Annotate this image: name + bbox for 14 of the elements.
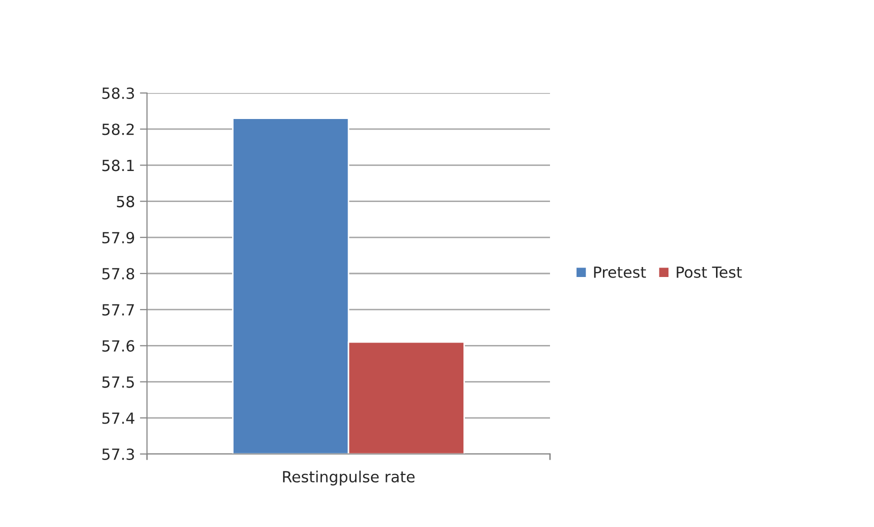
y-tick-label: 58.1	[102, 160, 134, 172]
y-tick-label: 57.5	[102, 376, 134, 388]
y-tick-label: 57.7	[102, 304, 134, 316]
y-tick-label: 58.3	[102, 87, 134, 100]
y-tick-label: 57.9	[102, 232, 134, 244]
y-tick-label: 57.4	[102, 412, 134, 424]
y-tick-label: 58.2	[102, 124, 134, 136]
legend-label: Post Test	[676, 266, 742, 278]
y-tick-label: 58	[116, 196, 134, 208]
y-tick-label: 57.3	[102, 448, 134, 460]
legend-label: Pretest	[594, 266, 646, 278]
y-tick-label: 57.6	[102, 340, 134, 352]
x-tick-label: Restingpulse rate	[283, 470, 415, 486]
y-tick-label: 57.8	[102, 268, 134, 280]
